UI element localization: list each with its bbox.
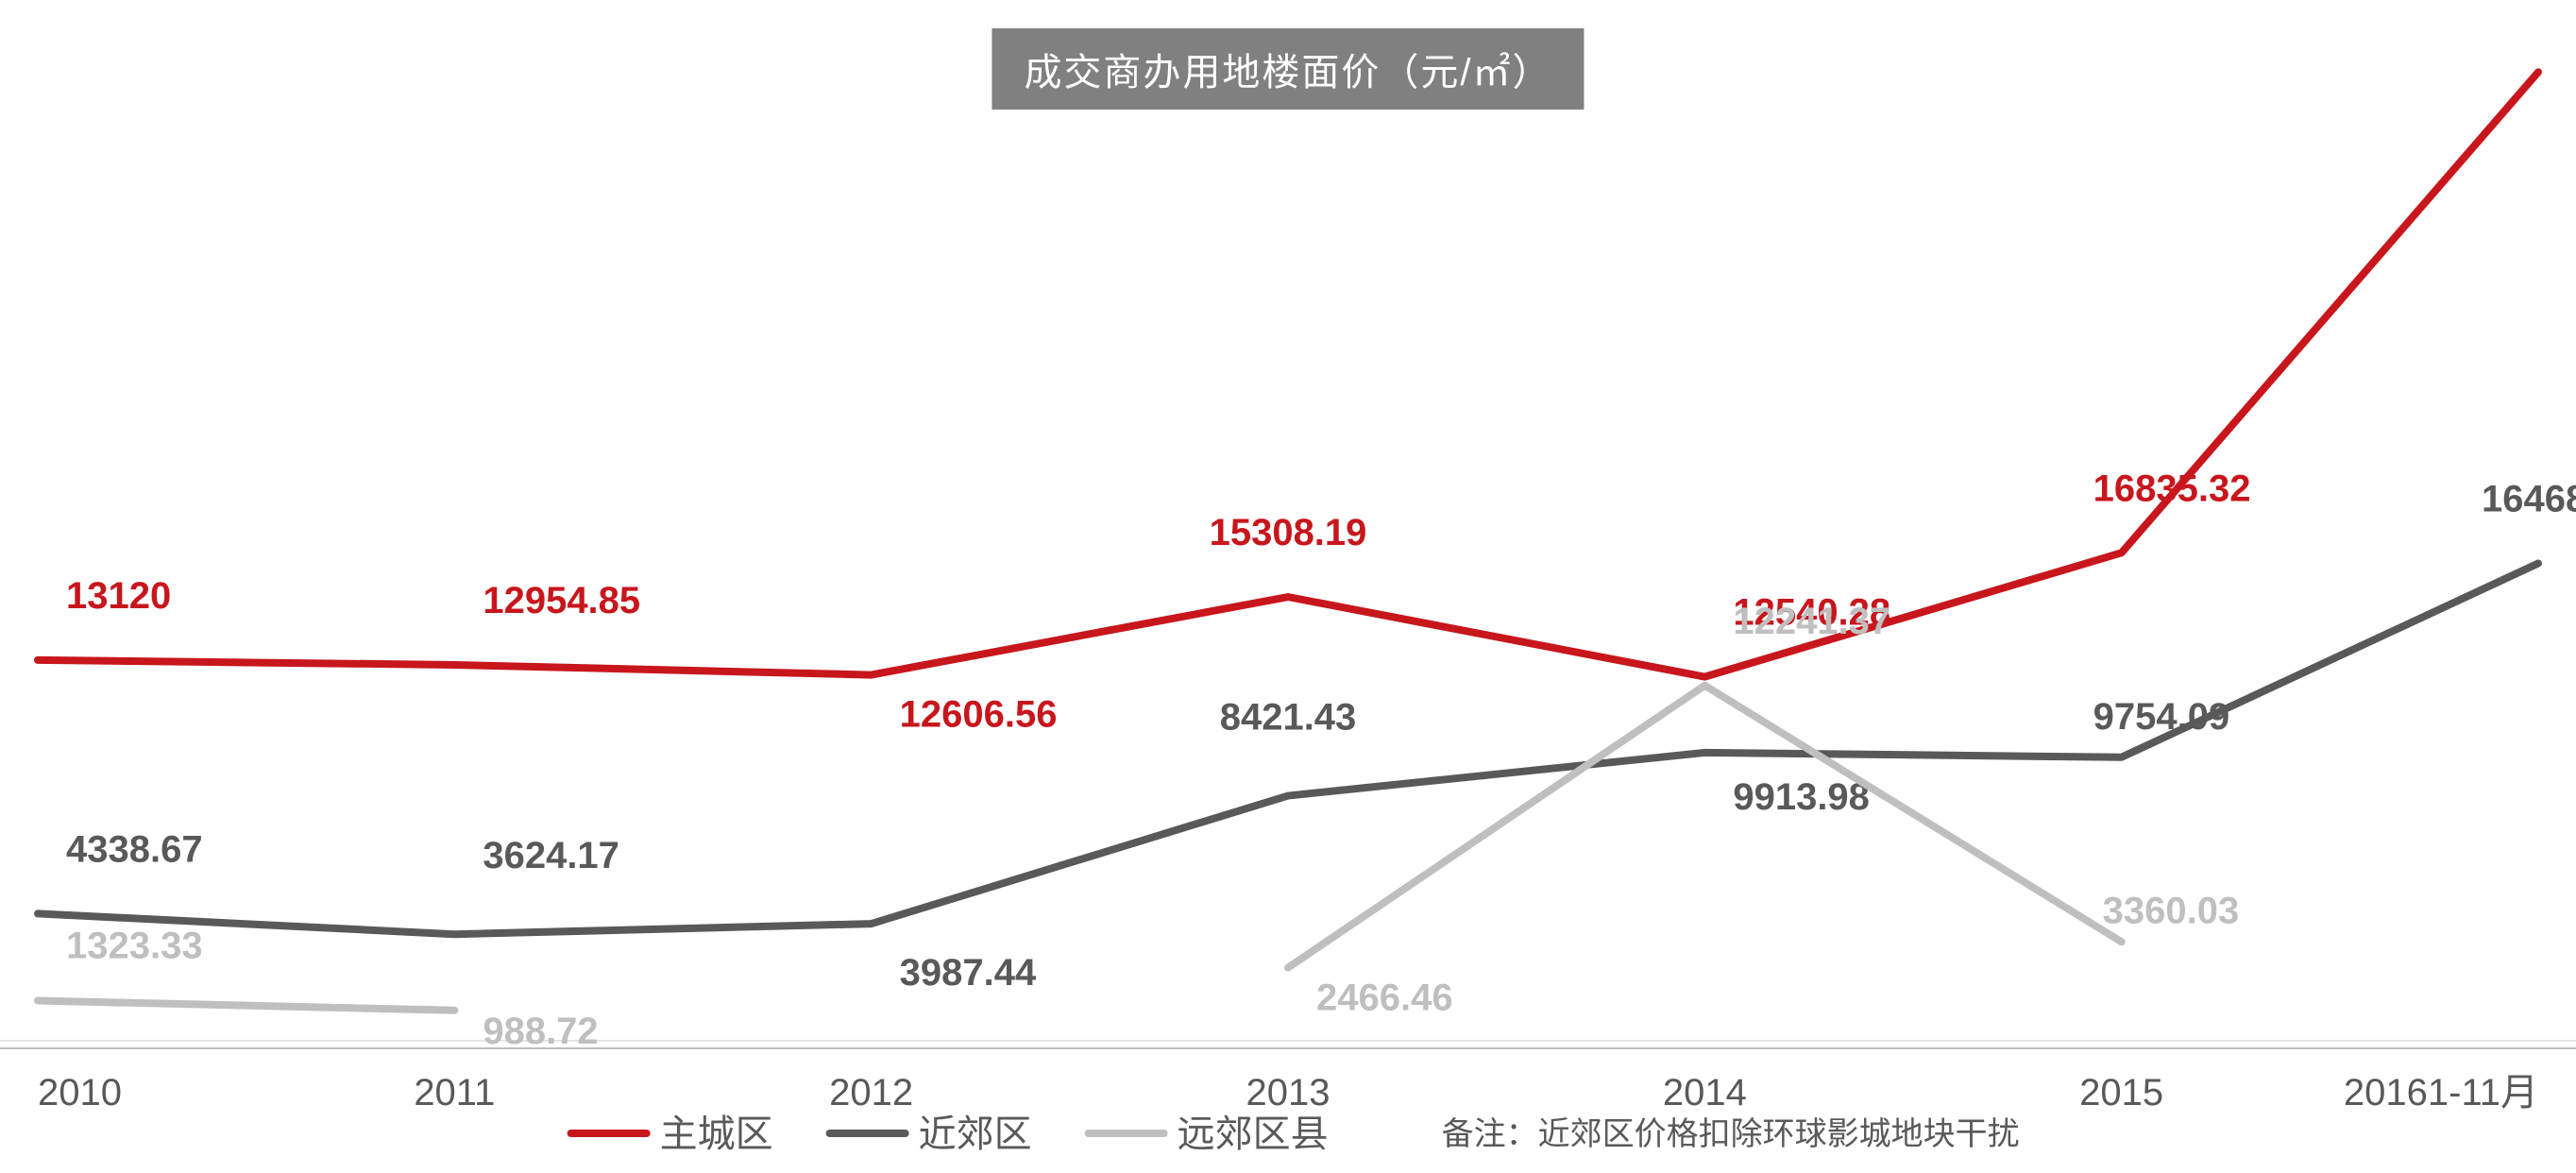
series-line [38, 1001, 454, 1011]
chart-svg: 2010 2011 2012 2013 2014 2015 20161-11月 13120 12… [0, 0, 2576, 1173]
data-label: 13120 [66, 575, 171, 617]
x-axis-label: 2015 [2079, 1072, 2163, 1114]
x-axis-label: 2010 [38, 1072, 122, 1114]
data-label: 4338.67 [66, 828, 203, 870]
data-label: 15308.19 [1210, 512, 1367, 553]
legend-label: 远郊区县 [1178, 1114, 1329, 1155]
data-label: 1323.33 [66, 926, 203, 967]
data-label: 9913.98 [1733, 776, 1870, 818]
series-line [38, 72, 2538, 676]
chart-note: 备注：近郊区价格扣除环球影城地块干扰 [1442, 1116, 2020, 1152]
x-axis-label: 2011 [414, 1072, 495, 1114]
data-label: 16835.32 [2093, 468, 2251, 509]
data-label: 988.72 [483, 1011, 598, 1052]
data-label: 8421.43 [1220, 697, 1357, 739]
chart-container: 成交商办用地楼面价（元/㎡） 2010201120122013201420152… [0, 0, 2576, 1173]
series-line [38, 564, 2538, 935]
data-label: 3624.17 [483, 835, 619, 876]
data-label: 12241.37 [1733, 601, 1890, 642]
x-axis-label: 2012 [829, 1072, 913, 1114]
data-label: 3360.03 [2103, 890, 2240, 931]
x-axis-label: 2013 [1246, 1072, 1330, 1114]
data-label: 16468.9 [2482, 479, 2576, 520]
data-label: 12606.56 [900, 694, 1058, 736]
data-label: 3987.44 [900, 952, 1037, 994]
legend-label: 近郊区 [919, 1114, 1032, 1155]
x-axis-label: 2014 [1663, 1072, 1747, 1114]
legend-label: 主城区 [660, 1114, 773, 1155]
data-label: 12954.85 [483, 580, 640, 621]
series-line [1288, 686, 2122, 968]
data-label: 2466.46 [1316, 978, 1453, 1019]
x-axis-label: 20161-11月 [2344, 1072, 2538, 1114]
data-label: 9754.09 [2093, 696, 2230, 738]
